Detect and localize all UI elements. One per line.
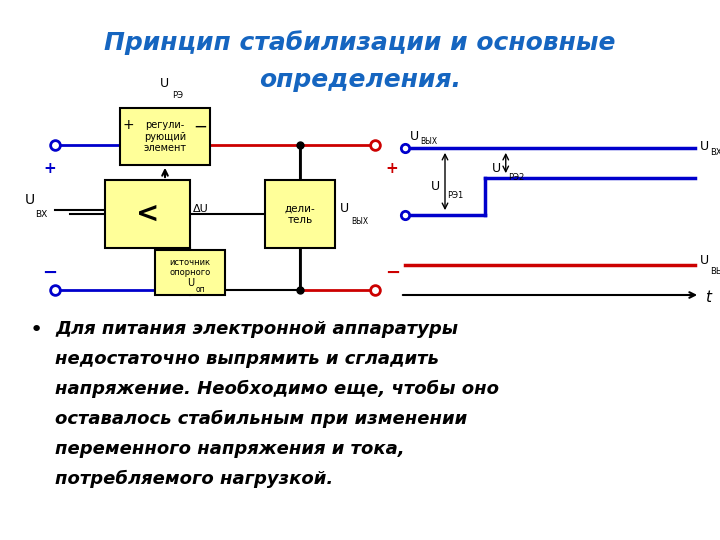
Text: U: U xyxy=(700,140,709,153)
Bar xyxy=(265,180,335,248)
Text: ВХ: ВХ xyxy=(710,148,720,157)
Text: −: − xyxy=(385,264,400,282)
Text: t: t xyxy=(705,291,711,306)
Text: U: U xyxy=(700,253,709,267)
Text: −: − xyxy=(193,118,207,136)
Text: −: − xyxy=(42,264,58,282)
Text: U: U xyxy=(340,202,349,215)
Text: +: + xyxy=(385,161,397,176)
Text: РЭ2: РЭ2 xyxy=(508,173,524,182)
Text: ВХ: ВХ xyxy=(35,210,47,219)
Text: ВЫХ: ВЫХ xyxy=(351,217,368,226)
Text: источник
опорного: источник опорного xyxy=(169,258,211,277)
Text: +: + xyxy=(44,161,56,176)
Bar xyxy=(155,250,225,295)
Text: U: U xyxy=(431,180,440,193)
Text: потребляемого нагрузкой.: потребляемого нагрузкой. xyxy=(55,470,333,488)
Text: РЭ: РЭ xyxy=(172,91,183,100)
Text: регули-
рующий
элемент: регули- рующий элемент xyxy=(143,120,186,153)
Text: РЭ1: РЭ1 xyxy=(447,192,463,200)
Text: оставалось стабильным при изменении: оставалось стабильным при изменении xyxy=(55,410,467,428)
Text: недостаточно выпрямить и сгладить: недостаточно выпрямить и сгладить xyxy=(55,350,439,368)
Bar xyxy=(105,180,190,248)
Text: +: + xyxy=(123,118,135,132)
Text: напряжение. Необходимо еще, чтобы оно: напряжение. Необходимо еще, чтобы оно xyxy=(55,380,499,398)
Text: переменного напряжения и тока,: переменного напряжения и тока, xyxy=(55,440,405,458)
Text: •: • xyxy=(30,320,43,340)
Text: U: U xyxy=(410,130,419,143)
Text: U: U xyxy=(492,161,500,174)
Text: Для питания электронной аппаратуры: Для питания электронной аппаратуры xyxy=(55,320,458,338)
Text: оп: оп xyxy=(196,285,206,294)
Text: ВЫХ: ВЫХ xyxy=(710,267,720,276)
Text: U: U xyxy=(187,278,194,288)
Text: ВЫХ: ВЫХ xyxy=(420,137,437,146)
Text: U: U xyxy=(160,77,169,90)
Text: ΔU: ΔU xyxy=(193,204,209,214)
Text: U: U xyxy=(25,193,35,207)
Text: определения.: определения. xyxy=(259,68,461,92)
Bar xyxy=(120,108,210,165)
Text: <: < xyxy=(136,200,159,228)
Text: дели-
тель: дели- тель xyxy=(284,203,315,225)
Text: Принцип стабилизации и основные: Принцип стабилизации и основные xyxy=(104,30,616,55)
